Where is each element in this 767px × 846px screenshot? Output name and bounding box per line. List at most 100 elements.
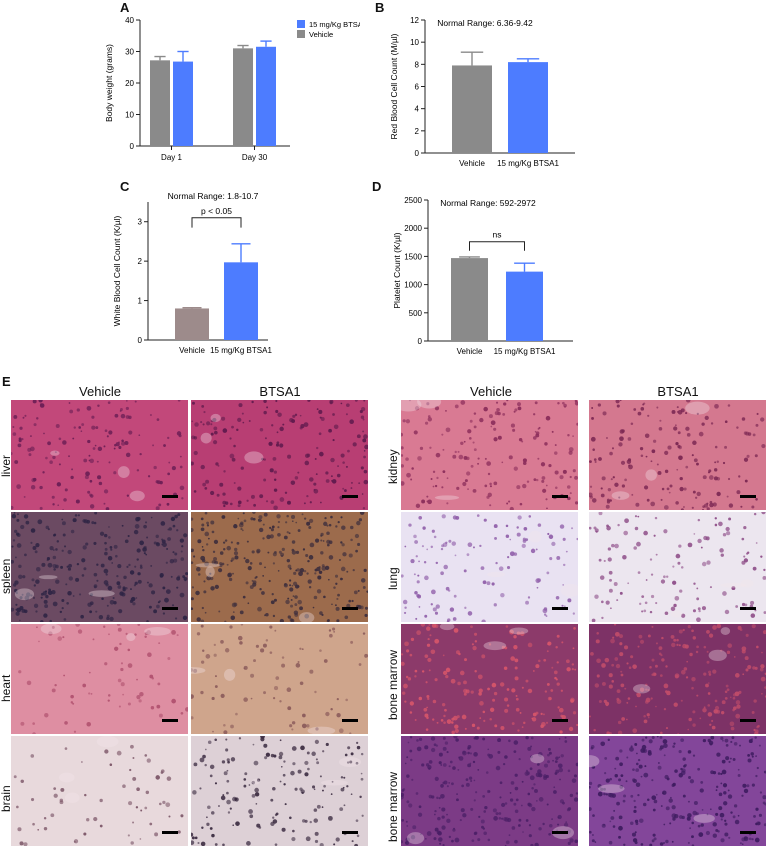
legend-swatch-btsa1 bbox=[297, 20, 305, 28]
scale-bar bbox=[552, 719, 568, 722]
y-tick-label: 10 bbox=[125, 111, 134, 120]
bar-vehicle bbox=[175, 308, 209, 340]
tile-bone-marrow-hi-vehicle bbox=[401, 736, 578, 846]
row-label-kidney: kidney bbox=[386, 449, 400, 484]
y-tick-label: 3 bbox=[138, 218, 143, 227]
row-label-bone-marrow-2: bone marrow bbox=[386, 771, 400, 842]
tile-brain-vehicle bbox=[11, 736, 188, 846]
panel-letter-e: E bbox=[2, 374, 11, 389]
significance-label: ns bbox=[493, 230, 502, 240]
tile-liver-btsa1 bbox=[191, 400, 368, 510]
y-tick-label: 2 bbox=[138, 257, 143, 266]
bar-btsa1-2 bbox=[256, 46, 276, 146]
col-head-left-btsa1: BTSA1 bbox=[259, 384, 301, 399]
legend-label-btsa1: 15 mg/Kg BTSA1 bbox=[309, 20, 360, 29]
x-tick-label: 15 mg/Kg BTSA1 bbox=[210, 346, 272, 355]
y-tick-label: 0 bbox=[138, 336, 143, 345]
x-tick-label: 15 mg/Kg BTSA1 bbox=[494, 347, 556, 356]
scale-bar bbox=[162, 607, 178, 610]
tile-heart-vehicle bbox=[11, 624, 188, 734]
significance-bracket bbox=[191, 217, 242, 228]
y-tick-label: 12 bbox=[410, 16, 419, 25]
col-head-right-btsa1: BTSA1 bbox=[657, 384, 699, 399]
bar-btsa1 bbox=[508, 62, 548, 153]
col-head-left-vehicle: Vehicle bbox=[79, 384, 121, 399]
bar-btsa1 bbox=[506, 271, 543, 341]
tile-bone-marrow-btsa1 bbox=[589, 624, 766, 734]
y-tick-label: 2500 bbox=[404, 196, 422, 205]
row-label-bone-marrow-1: bone marrow bbox=[386, 649, 400, 720]
y-tick-label: 40 bbox=[125, 16, 134, 25]
scale-bar bbox=[552, 831, 568, 834]
panel-letter-a: A bbox=[120, 0, 130, 15]
tile-lung-vehicle bbox=[401, 512, 578, 622]
tile-spleen-vehicle bbox=[11, 512, 188, 622]
y-tick-label: 2000 bbox=[404, 224, 422, 233]
x-tick-label: Vehicle bbox=[459, 159, 485, 168]
scale-bar bbox=[342, 719, 358, 722]
tile-lung-btsa1 bbox=[589, 512, 766, 622]
legend-label-vehicle: Vehicle bbox=[309, 30, 333, 39]
panel-letter-b: B bbox=[375, 0, 385, 15]
scale-bar bbox=[740, 607, 756, 610]
y-tick-label: 1000 bbox=[404, 281, 422, 290]
tile-heart-btsa1 bbox=[191, 624, 368, 734]
scale-bar bbox=[342, 831, 358, 834]
bar-vehicle bbox=[452, 65, 492, 153]
bar-btsa1 bbox=[224, 262, 258, 340]
significance-label: p < 0.05 bbox=[201, 206, 232, 216]
chart-d-platelet: 0 500 1000 1500 2000 2500 Platelet Count (K/µl… bbox=[392, 196, 573, 356]
y-axis-label: Red Blood Cell Count (M/µl) bbox=[389, 33, 399, 139]
x-tick-label: 15 mg/Kg BTSA1 bbox=[497, 159, 559, 168]
annotation-normal-range: Normal Range: 592-2972 bbox=[440, 198, 536, 208]
y-axis-label: Platelet Count (K/µl) bbox=[392, 232, 402, 308]
tile-liver-vehicle bbox=[11, 400, 188, 510]
y-axis-label: White Blood Cell Count (K/µl) bbox=[112, 215, 122, 326]
annotation-normal-range: Normal Range: 6.36-9.42 bbox=[437, 18, 533, 28]
scale-bar bbox=[552, 495, 568, 498]
x-tick-label: Vehicle bbox=[179, 346, 205, 355]
significance-bracket bbox=[469, 241, 525, 251]
bar-vehicle bbox=[451, 258, 488, 341]
x-tick-label: Vehicle bbox=[457, 347, 483, 356]
y-tick-label: 0 bbox=[130, 142, 135, 151]
scale-bar bbox=[342, 607, 358, 610]
panel-letter-c: C bbox=[120, 179, 130, 194]
y-tick-label: 30 bbox=[125, 48, 134, 57]
legend-swatch-vehicle bbox=[297, 30, 305, 38]
chart-b-red-blood-cell: 0 2 4 6 8 10 12 Red Blood Cell Count (M/µl) Norm… bbox=[389, 16, 575, 168]
tile-kidney-vehicle bbox=[401, 400, 578, 510]
y-tick-label: 2 bbox=[415, 127, 420, 136]
panel-letter-d: D bbox=[372, 179, 382, 194]
y-tick-label: 4 bbox=[415, 105, 420, 114]
x-tick-label: Day 30 bbox=[242, 153, 268, 162]
bar-vehicle-1 bbox=[150, 60, 170, 146]
y-tick-label: 1 bbox=[138, 297, 143, 306]
scale-bar bbox=[342, 495, 358, 498]
scale-bar bbox=[162, 831, 178, 834]
tile-brain-btsa1 bbox=[191, 736, 368, 846]
y-tick-label: 6 bbox=[415, 83, 420, 92]
scale-bar bbox=[740, 495, 756, 498]
tile-spleen-btsa1 bbox=[191, 512, 368, 622]
col-head-right-vehicle: Vehicle bbox=[470, 384, 512, 399]
y-axis-label: Body weight (grams) bbox=[104, 44, 114, 122]
scale-bar bbox=[740, 831, 756, 834]
row-label-lung: lung bbox=[386, 567, 400, 590]
y-tick-label: 0 bbox=[415, 149, 420, 158]
scale-bar bbox=[552, 607, 568, 610]
y-tick-label: 1500 bbox=[404, 252, 422, 261]
y-tick-label: 0 bbox=[418, 337, 423, 346]
scale-bar bbox=[162, 719, 178, 722]
chart-c-white-blood-cell: 0 1 2 3 White Blood Cell Count (K/µl) Normal … bbox=[112, 191, 272, 355]
bar-vehicle-2 bbox=[233, 48, 253, 146]
tile-bone-marrow-vehicle bbox=[401, 624, 578, 734]
y-tick-label: 500 bbox=[409, 309, 423, 318]
y-tick-label: 10 bbox=[410, 38, 419, 47]
scale-bar bbox=[740, 719, 756, 722]
tile-bone-marrow-hi-btsa1 bbox=[589, 736, 766, 846]
y-tick-label: 8 bbox=[415, 60, 420, 69]
tile-kidney-btsa1 bbox=[589, 400, 766, 510]
y-tick-label: 20 bbox=[125, 79, 134, 88]
x-tick-label: Day 1 bbox=[161, 153, 182, 162]
